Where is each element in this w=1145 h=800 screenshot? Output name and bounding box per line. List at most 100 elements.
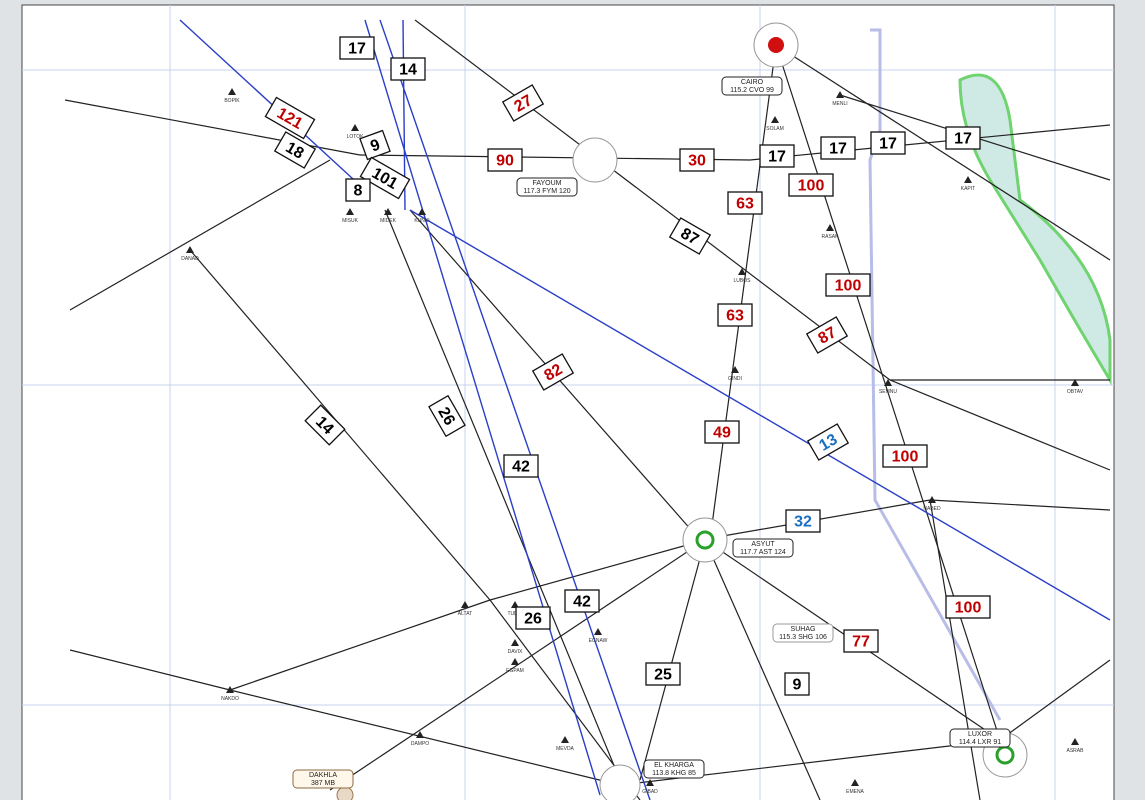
waypoint-label: KUNKI (414, 218, 429, 224)
waypoint-label: SEMNU (879, 389, 897, 395)
distance-box: 17 (339, 36, 375, 60)
waypoint-symbol (511, 601, 519, 608)
distance-box: 8 (345, 178, 371, 202)
distance-box: 17 (759, 144, 795, 168)
box-label: 30 (688, 153, 706, 170)
waypoint-symbol (228, 88, 236, 95)
waypoint-label: DAVIX (508, 649, 523, 655)
box-frame (564, 589, 600, 613)
waypoint-label: EMENA (846, 789, 864, 795)
navaid-name: ASYUT (751, 541, 775, 548)
navaid-freq: 113.8 KHG 85 (652, 770, 696, 777)
navaid-name: LUXOR (968, 731, 992, 738)
distance-box: 26 (515, 606, 551, 630)
waypoint-symbol (351, 124, 359, 131)
box-label: 100 (892, 449, 919, 466)
waypoint-label: BOPIK (224, 98, 240, 104)
distance-box: 13 (806, 423, 850, 461)
waypoint-label: MISUK (342, 218, 359, 224)
box-frame (668, 217, 712, 255)
navaid-symbols (336, 22, 1028, 800)
box-frame (945, 595, 991, 619)
box-label: 13 (817, 431, 841, 455)
distance-box: 77 (843, 629, 879, 653)
navaid-name: DAKHLA (309, 772, 337, 779)
waypoint-symbol (884, 379, 892, 386)
waypoint-symbol (964, 176, 972, 183)
navaid-freq: 115.2 CVO 99 (730, 87, 774, 94)
map-area (21, 4, 1115, 800)
waypoint-symbol (928, 496, 936, 503)
box-label: 17 (879, 136, 897, 153)
waypoint-symbol (346, 208, 354, 215)
box-frame (727, 191, 763, 215)
distance-box: 9 (784, 672, 810, 696)
waypoint-symbol (646, 779, 654, 786)
distance-box: 87 (668, 217, 712, 255)
box-frame (704, 420, 740, 444)
box-label: 17 (829, 141, 847, 158)
box-label: 17 (954, 131, 972, 148)
distance-box: 63 (717, 303, 753, 327)
box-label: 32 (794, 514, 812, 531)
box-label: 63 (726, 308, 744, 325)
box-frame (806, 423, 850, 461)
waypoint-symbol (511, 658, 519, 665)
waypoint-symbol (186, 246, 194, 253)
navaid-name: FAYOUM (532, 180, 561, 187)
waypoint-label: RASAK (822, 234, 840, 240)
box-label: 8 (354, 183, 363, 200)
box-label: 100 (798, 178, 825, 195)
box-frame (515, 606, 551, 630)
box-label: 17 (768, 149, 786, 166)
box-label: 42 (512, 459, 530, 476)
box-label: 25 (654, 667, 672, 684)
box-frame (784, 672, 810, 696)
distance-box: 32 (785, 509, 821, 533)
waypoint-label: GIBAD (642, 789, 658, 795)
waypoint-symbol (836, 91, 844, 98)
waypoint-symbol (416, 731, 424, 738)
distance-box: 25 (645, 662, 681, 686)
box-frame (679, 148, 715, 172)
waypoint-symbol (461, 601, 469, 608)
navaid-box (516, 177, 578, 197)
waypoint-symbol (384, 208, 392, 215)
waypoint-label: MIDEK (380, 218, 397, 224)
box-label: 87 (816, 324, 840, 348)
box-label: 63 (736, 196, 754, 213)
box-frame (843, 629, 879, 653)
distance-box: 100 (788, 173, 834, 197)
distance-box: 42 (564, 589, 600, 613)
box-frame (825, 273, 871, 297)
waypoint-symbol (511, 639, 519, 646)
navaid-box (949, 728, 1011, 748)
box-frame (870, 131, 906, 155)
box-frame (805, 316, 849, 354)
box-frame (717, 303, 753, 327)
box-frame (882, 444, 928, 468)
distance-box: 49 (704, 420, 740, 444)
box-frame (359, 156, 411, 200)
navaid-box (772, 623, 834, 643)
box-label: 26 (434, 405, 458, 429)
box-label: 9 (793, 677, 802, 694)
distance-box: 42 (503, 454, 539, 478)
waypoint-symbol (851, 779, 859, 786)
distance-box: 90 (487, 148, 523, 172)
box-frame (390, 57, 426, 81)
box-label: 100 (835, 278, 862, 295)
waypoint-symbol (561, 736, 569, 743)
distance-box: 82 (531, 353, 575, 391)
box-frame (501, 84, 545, 122)
waypoint-label: MENLI (832, 101, 847, 107)
waypoint-label: GINDI (728, 376, 742, 382)
waypoint-label: SOLAM (766, 126, 784, 132)
waypoint-symbol (731, 366, 739, 373)
waypoint-label: TUDIA (508, 611, 524, 617)
distance-box: 17 (945, 126, 981, 150)
